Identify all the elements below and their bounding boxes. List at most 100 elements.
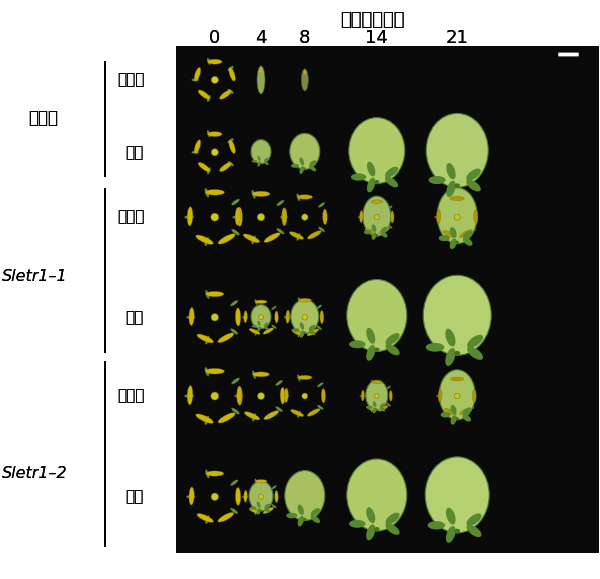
- Text: 14: 14: [365, 28, 388, 47]
- Ellipse shape: [205, 290, 209, 299]
- Ellipse shape: [220, 90, 232, 99]
- Ellipse shape: [298, 298, 301, 304]
- Ellipse shape: [389, 390, 392, 401]
- Ellipse shape: [251, 305, 271, 329]
- Ellipse shape: [371, 380, 374, 385]
- Ellipse shape: [286, 513, 298, 518]
- Ellipse shape: [207, 130, 211, 137]
- Ellipse shape: [455, 241, 459, 244]
- Ellipse shape: [454, 184, 460, 188]
- Ellipse shape: [211, 149, 218, 156]
- Ellipse shape: [232, 229, 239, 235]
- Ellipse shape: [205, 189, 224, 195]
- Ellipse shape: [218, 234, 235, 244]
- Text: 受粉: 受粉: [125, 489, 143, 504]
- Ellipse shape: [230, 301, 238, 306]
- Ellipse shape: [211, 392, 219, 400]
- Ellipse shape: [252, 371, 256, 379]
- Ellipse shape: [463, 408, 471, 415]
- Text: Sletr1–1: Sletr1–1: [2, 269, 68, 284]
- Ellipse shape: [255, 479, 257, 485]
- Ellipse shape: [385, 177, 398, 188]
- Ellipse shape: [349, 520, 365, 527]
- Ellipse shape: [205, 188, 209, 197]
- Ellipse shape: [309, 160, 316, 166]
- Ellipse shape: [374, 347, 380, 352]
- Ellipse shape: [229, 67, 235, 81]
- Ellipse shape: [309, 325, 316, 330]
- Ellipse shape: [302, 214, 308, 221]
- Ellipse shape: [304, 167, 306, 170]
- Ellipse shape: [186, 495, 196, 499]
- Ellipse shape: [211, 76, 218, 83]
- Ellipse shape: [208, 131, 222, 137]
- Ellipse shape: [251, 236, 256, 244]
- Ellipse shape: [347, 280, 407, 351]
- Ellipse shape: [194, 67, 201, 81]
- Ellipse shape: [434, 216, 442, 218]
- Ellipse shape: [187, 386, 193, 405]
- Ellipse shape: [446, 163, 455, 179]
- Ellipse shape: [292, 329, 304, 336]
- Ellipse shape: [250, 507, 257, 510]
- Ellipse shape: [321, 389, 326, 403]
- Ellipse shape: [259, 494, 263, 499]
- Ellipse shape: [229, 140, 235, 153]
- Ellipse shape: [323, 209, 327, 225]
- Ellipse shape: [257, 393, 265, 400]
- Ellipse shape: [184, 215, 194, 219]
- Ellipse shape: [233, 215, 241, 219]
- Bar: [176, 46, 599, 553]
- Ellipse shape: [470, 226, 476, 231]
- Ellipse shape: [265, 508, 270, 512]
- Ellipse shape: [366, 345, 376, 361]
- Ellipse shape: [454, 214, 460, 220]
- Text: 未受粉: 未受粉: [117, 72, 145, 87]
- Ellipse shape: [257, 327, 260, 332]
- Ellipse shape: [450, 196, 464, 201]
- Ellipse shape: [319, 227, 325, 232]
- Ellipse shape: [451, 415, 457, 425]
- Ellipse shape: [260, 510, 262, 511]
- Ellipse shape: [371, 232, 376, 240]
- Ellipse shape: [280, 387, 285, 404]
- Ellipse shape: [466, 514, 482, 526]
- Ellipse shape: [187, 207, 193, 226]
- Ellipse shape: [277, 228, 284, 234]
- Ellipse shape: [376, 234, 378, 236]
- Ellipse shape: [366, 328, 376, 344]
- Ellipse shape: [450, 239, 457, 249]
- Ellipse shape: [302, 314, 308, 320]
- Ellipse shape: [359, 211, 363, 222]
- Ellipse shape: [237, 386, 242, 405]
- Ellipse shape: [237, 387, 242, 404]
- Ellipse shape: [235, 395, 243, 397]
- Ellipse shape: [237, 207, 242, 226]
- Ellipse shape: [454, 351, 460, 356]
- Text: 受粉: 受粉: [125, 310, 143, 325]
- Ellipse shape: [307, 230, 322, 239]
- Ellipse shape: [469, 383, 474, 388]
- Ellipse shape: [232, 199, 239, 205]
- Ellipse shape: [192, 79, 199, 81]
- Ellipse shape: [257, 162, 260, 167]
- Ellipse shape: [426, 343, 445, 351]
- Ellipse shape: [446, 508, 455, 525]
- Ellipse shape: [257, 321, 260, 326]
- Ellipse shape: [271, 325, 277, 329]
- Ellipse shape: [466, 179, 481, 192]
- Ellipse shape: [249, 328, 260, 334]
- Ellipse shape: [469, 404, 474, 409]
- Ellipse shape: [371, 407, 374, 412]
- Ellipse shape: [463, 230, 473, 239]
- Ellipse shape: [444, 408, 456, 415]
- Ellipse shape: [311, 508, 320, 516]
- Ellipse shape: [311, 515, 320, 523]
- Ellipse shape: [251, 140, 271, 164]
- Ellipse shape: [386, 386, 391, 389]
- Ellipse shape: [230, 480, 238, 486]
- Ellipse shape: [371, 199, 373, 205]
- Ellipse shape: [380, 407, 385, 412]
- Ellipse shape: [252, 191, 270, 196]
- Ellipse shape: [220, 162, 232, 171]
